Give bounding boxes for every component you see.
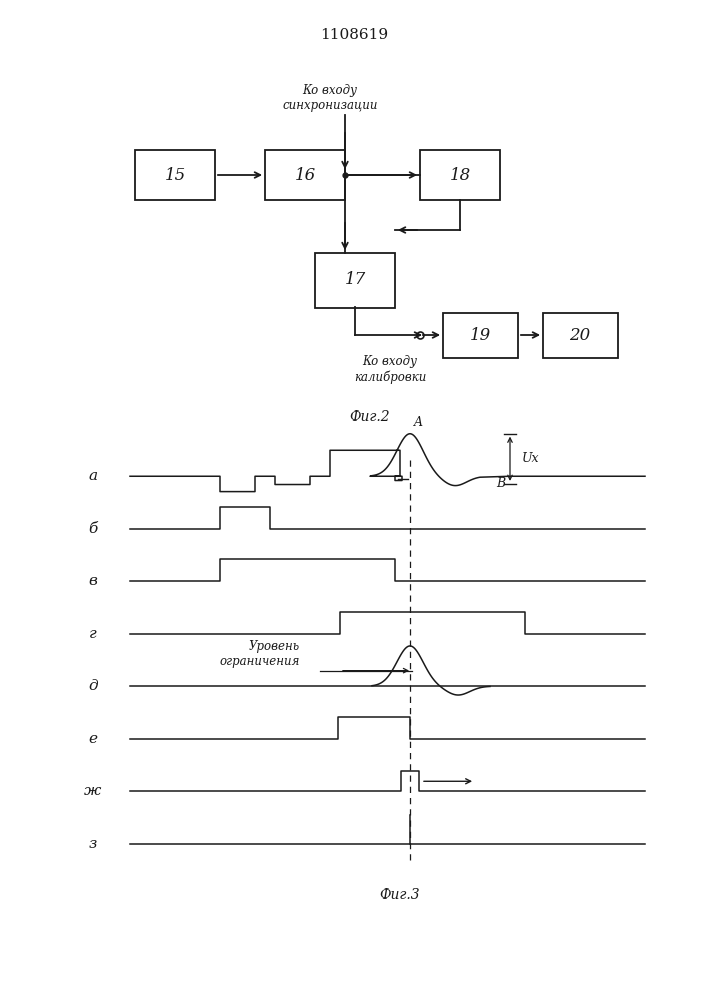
Text: A: A xyxy=(414,416,423,429)
Text: Ко входу
калибровки: Ко входу калибровки xyxy=(354,355,426,384)
Text: ж: ж xyxy=(84,784,102,798)
Bar xyxy=(420,150,500,200)
Text: Фиг.2: Фиг.2 xyxy=(350,410,390,424)
Text: г: г xyxy=(89,627,97,641)
Text: 19: 19 xyxy=(469,326,491,344)
Text: а: а xyxy=(88,469,98,483)
Text: Фиг.3: Фиг.3 xyxy=(380,888,421,902)
Bar xyxy=(265,150,345,200)
Text: B: B xyxy=(496,477,505,490)
Text: Ux: Ux xyxy=(522,452,539,465)
Text: з: з xyxy=(89,837,97,851)
Bar xyxy=(135,150,215,200)
Bar xyxy=(542,312,617,358)
Text: 18: 18 xyxy=(450,166,471,184)
Text: в: в xyxy=(88,574,98,588)
Text: б: б xyxy=(88,522,98,536)
Text: 20: 20 xyxy=(569,326,590,344)
Text: 15: 15 xyxy=(164,166,186,184)
Text: д: д xyxy=(88,679,98,693)
Text: Уровень
ограничения: Уровень ограничения xyxy=(220,640,300,668)
Text: е: е xyxy=(88,732,98,746)
Text: 1108619: 1108619 xyxy=(320,28,388,42)
Bar xyxy=(315,252,395,308)
Text: 16: 16 xyxy=(294,166,315,184)
Bar xyxy=(443,312,518,358)
Text: 17: 17 xyxy=(344,271,366,288)
Text: Ко входу
синхронизации: Ко входу синхронизации xyxy=(282,84,378,112)
